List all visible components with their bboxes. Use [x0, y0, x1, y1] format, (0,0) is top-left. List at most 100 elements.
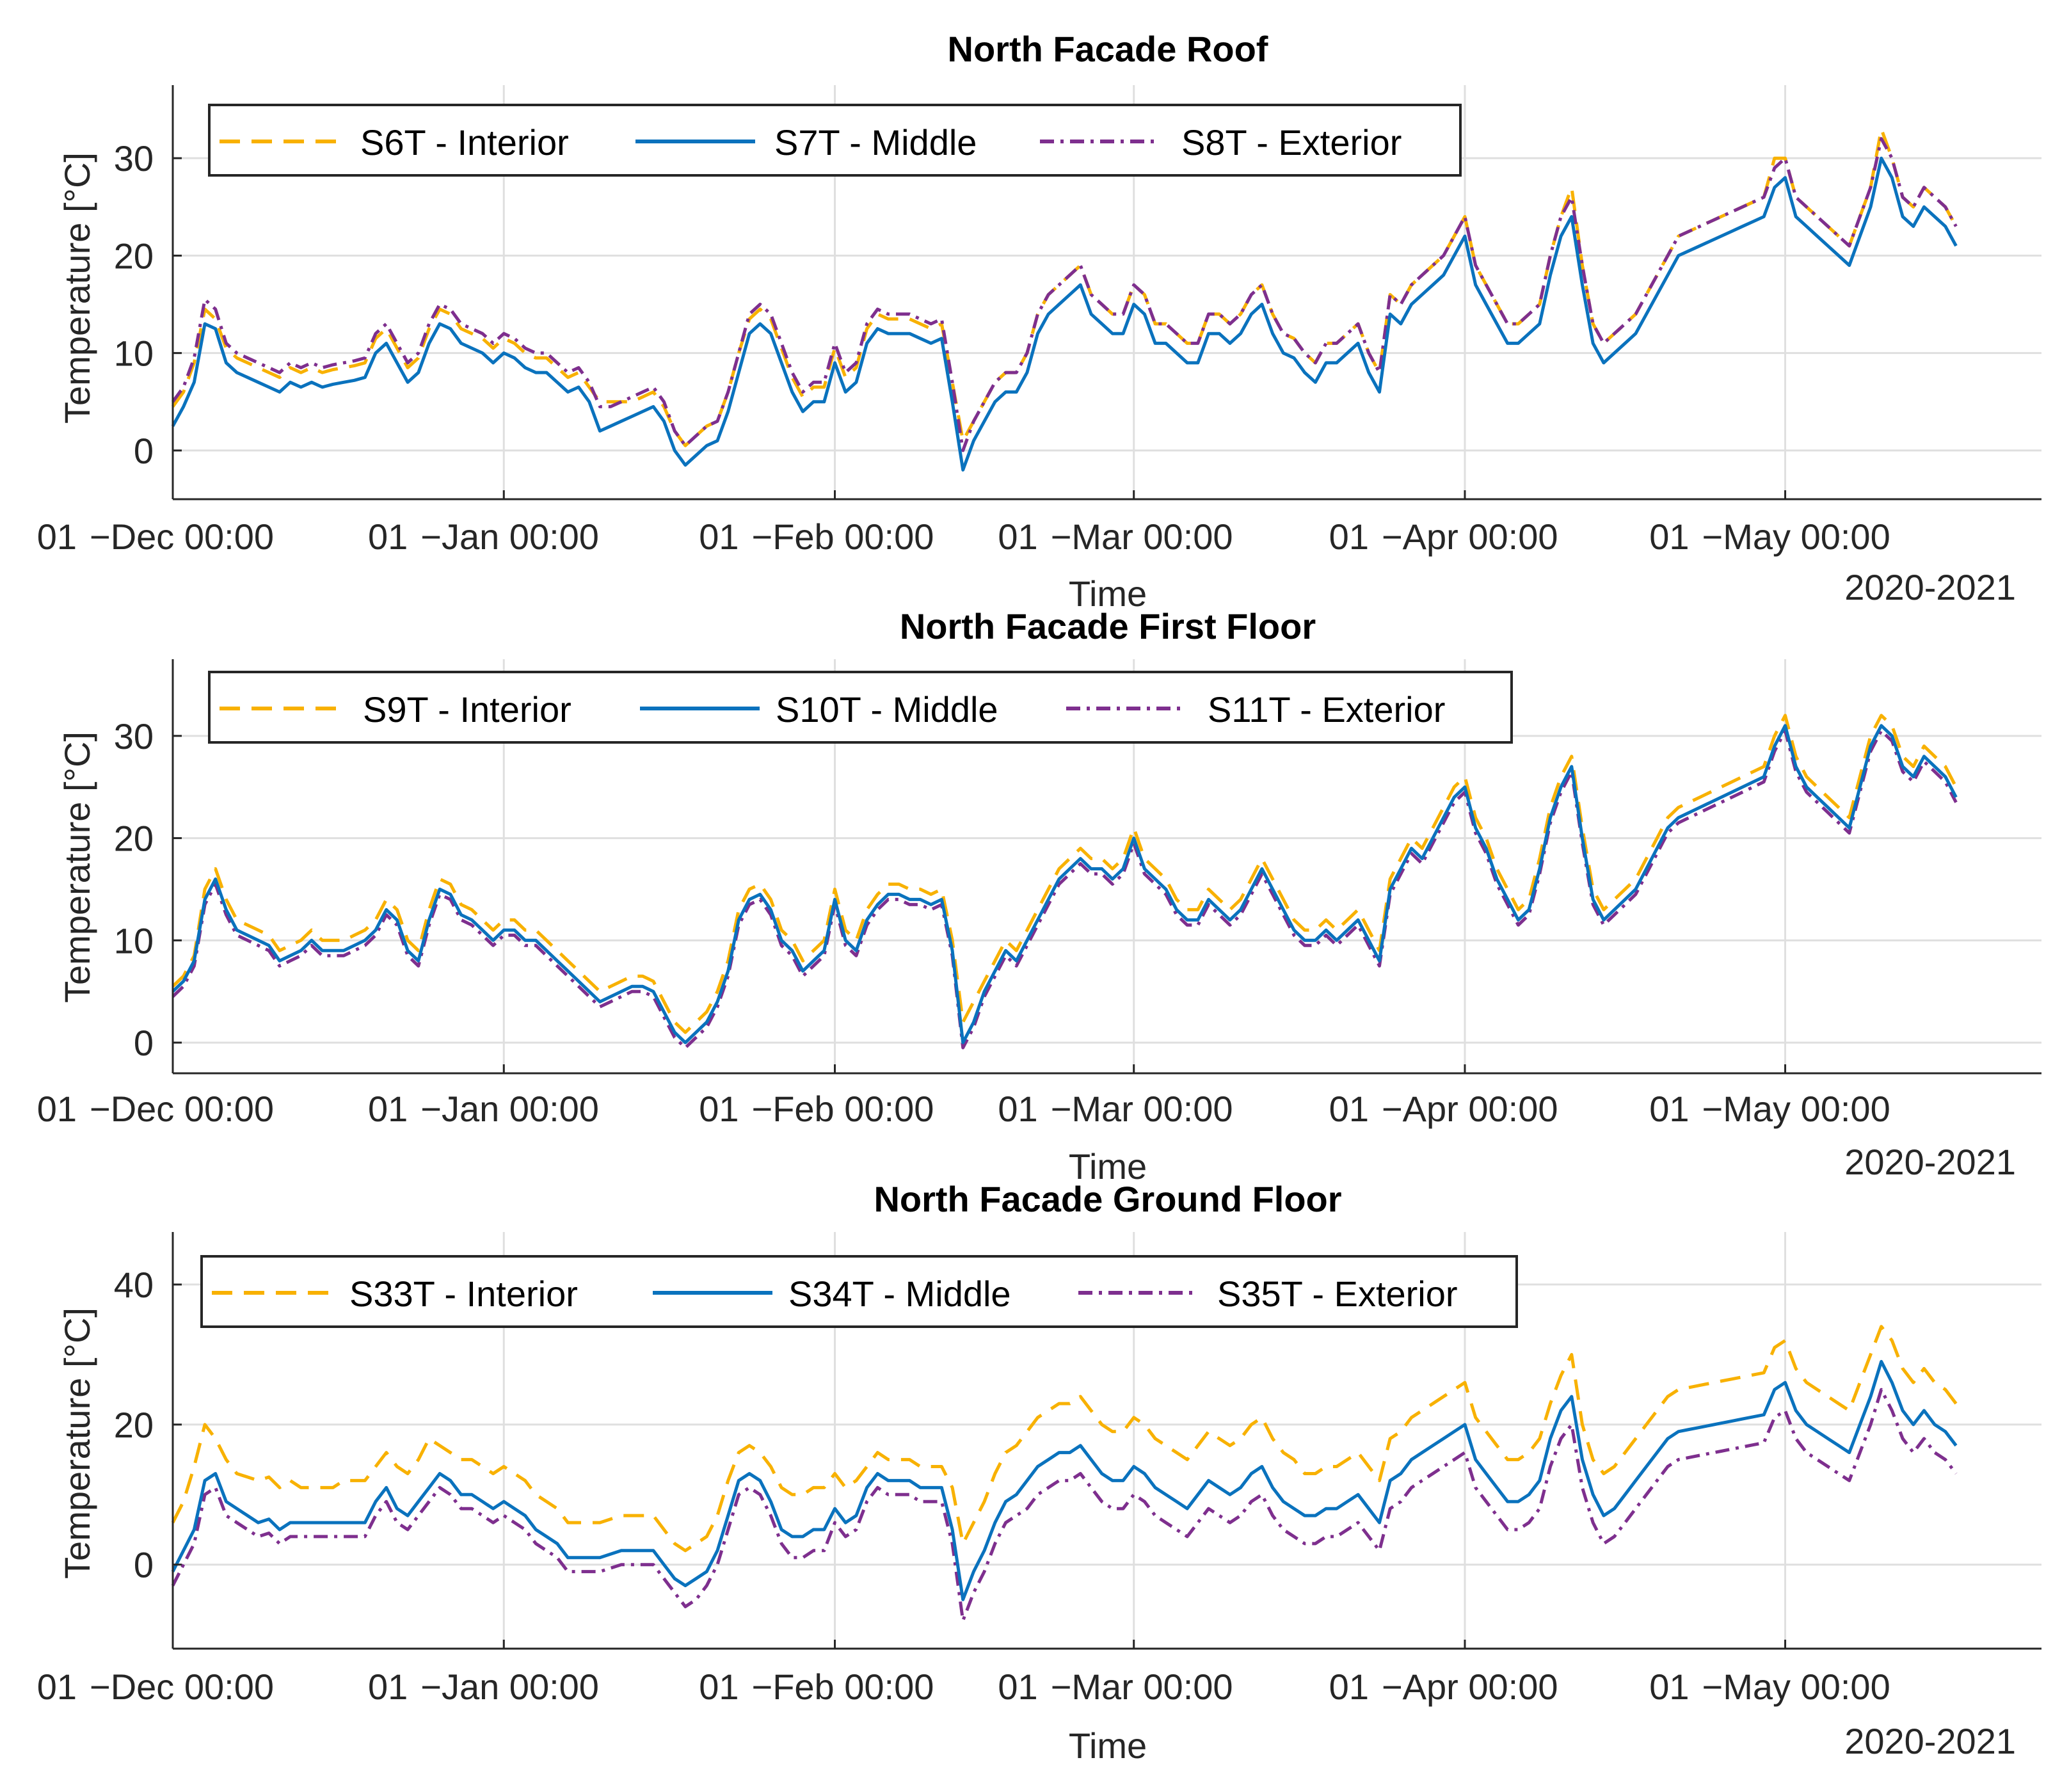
series-line-exterior: [171, 137, 1958, 452]
x-tick-label-lead: 01: [1329, 1667, 1369, 1707]
x-tick-label-lead: 01: [998, 516, 1037, 557]
y-tick-label: 0: [134, 431, 154, 471]
y-tick-label: 20: [114, 236, 154, 276]
x-tick-label-lead: 01: [37, 1667, 77, 1707]
x-tick-label: −Dec 00:00: [90, 1089, 274, 1129]
series-layer: [171, 1325, 1958, 1622]
x-tick-label-lead: 01: [1329, 1089, 1369, 1129]
x-tick-label: −May 00:00: [1702, 516, 1890, 557]
x-tick-label: −Feb 00:00: [752, 1667, 934, 1707]
series-line-interior: [172, 714, 1958, 1034]
x-tick-label-lead: 01: [1329, 516, 1369, 557]
series-line-interior: [171, 127, 1958, 447]
legend: S9T - Interior S10T - Middle S11T - Exte…: [208, 671, 1513, 744]
y-tick-label: 20: [114, 1405, 154, 1445]
x-tick-label: −Jan 00:00: [420, 1667, 599, 1707]
y-tick-label: 0: [134, 1023, 154, 1063]
chart-ground-floor: North Facade Ground Floor 0 20 40 01 −Dec 0…: [37, 1179, 2041, 1766]
y-tick-label: 20: [114, 819, 154, 859]
legend-label-exterior: S35T - Exterior: [1217, 1274, 1458, 1314]
x-tick-label: −Feb 00:00: [752, 516, 934, 557]
x-tick-label-lead: 01: [368, 1089, 408, 1129]
y-axis-label: Temperature [°C]: [57, 1308, 97, 1579]
x-tick-label-lead: 01: [998, 1089, 1037, 1129]
y-axis-label: Temperature [°C]: [57, 152, 97, 424]
legend-label-middle: S7T - Middle: [774, 122, 977, 163]
x-tick-label-lead: 01: [699, 1667, 739, 1707]
x-tick-label: −Jan 00:00: [420, 516, 599, 557]
x-tick-label-lead: 01: [37, 516, 77, 557]
x-tick-labels: 01 −Dec 00:00 01 −Jan 00:00 01 −Feb 00:00 01 −M…: [37, 1089, 1890, 1129]
legend-label-middle: S10T - Middle: [776, 689, 998, 730]
x-tick-label: −Dec 00:00: [90, 1667, 274, 1707]
x-tick-label: −Mar 00:00: [1051, 516, 1233, 557]
legend-label-interior: S9T - Interior: [363, 689, 571, 730]
legend-label-middle: S34T - Middle: [788, 1274, 1011, 1314]
x-tick-labels: 01 −Dec 00:00 01 −Jan 00:00 01 −Feb 00:00 01 −M…: [37, 516, 1890, 557]
x-tick-label: −May 00:00: [1702, 1089, 1890, 1129]
series-line-exterior: [172, 729, 1958, 1050]
x-axis-label: Time: [1069, 1146, 1147, 1187]
y-tick-label: 0: [134, 1545, 154, 1585]
legend-box: [208, 104, 1462, 177]
y-tick-labels: 0 10 20 30: [114, 716, 154, 1063]
y-tick-label: 10: [114, 333, 154, 374]
x-tick-label: −Apr 00:00: [1382, 1089, 1558, 1129]
x-tick-label: −Mar 00:00: [1051, 1667, 1233, 1707]
year-label: 2020-2021: [1844, 567, 2016, 607]
legend: S6T - Interior S7T - Middle S8T - Exteri…: [208, 104, 1462, 177]
chart-title: North Facade First Floor: [900, 606, 1316, 646]
y-tick-label: 40: [114, 1265, 154, 1305]
series-line-middle: [171, 1359, 1958, 1601]
x-tick-label-lead: 01: [998, 1667, 1037, 1707]
y-tick-labels: 0 20 40: [114, 1265, 154, 1585]
chart-title: North Facade Ground Floor: [874, 1179, 1341, 1219]
year-label: 2020-2021: [1844, 1721, 2016, 1761]
year-label: 2020-2021: [1844, 1142, 2016, 1182]
x-tick-label: −Mar 00:00: [1051, 1089, 1233, 1129]
y-axis-label: Temperature [°C]: [57, 732, 97, 1003]
series-line-middle: [172, 724, 1958, 1044]
x-tick-label-lead: 01: [1649, 1667, 1689, 1707]
x-axis-label: Time: [1069, 573, 1147, 614]
y-tick-label: 10: [114, 920, 154, 961]
series-line-exterior: [171, 1388, 1958, 1622]
legend-box: [200, 1255, 1518, 1328]
x-tick-label: −Feb 00:00: [752, 1089, 934, 1129]
x-tick-label: −Dec 00:00: [90, 516, 274, 557]
legend-label-interior: S6T - Interior: [360, 122, 569, 163]
x-tick-label: −Apr 00:00: [1382, 1667, 1558, 1707]
legend-label-exterior: S8T - Exterior: [1181, 122, 1402, 163]
legend-label-exterior: S11T - Exterior: [1208, 689, 1445, 730]
x-tick-label-lead: 01: [699, 516, 739, 557]
y-tick-labels: 0 10 20 30: [114, 138, 154, 471]
series-line-middle: [171, 156, 1958, 472]
x-tick-label-lead: 01: [1649, 1089, 1689, 1129]
series-layer: [171, 127, 1958, 472]
x-tick-label-lead: 01: [699, 1089, 739, 1129]
grid: [172, 659, 2041, 1073]
series-layer: [172, 714, 1958, 1050]
x-tick-label: −May 00:00: [1702, 1667, 1890, 1707]
chart-title: North Facade Roof: [948, 29, 1268, 69]
x-tick-labels: 01 −Dec 00:00 01 −Jan 00:00 01 −Feb 00:00 01 −M…: [37, 1667, 1890, 1707]
x-tick-label: −Jan 00:00: [420, 1089, 599, 1129]
axes: [172, 85, 2041, 500]
x-tick-label-lead: 01: [368, 1667, 408, 1707]
x-tick-label-lead: 01: [368, 516, 408, 557]
y-tick-label: 30: [114, 716, 154, 756]
y-tick-label: 30: [114, 138, 154, 179]
axes: [172, 1232, 2041, 1650]
legend-label-interior: S33T - Interior: [349, 1274, 578, 1314]
x-tick-label-lead: 01: [37, 1089, 77, 1129]
legend-box: [208, 671, 1513, 744]
x-axis-label: Time: [1069, 1725, 1147, 1766]
series-line-interior: [171, 1325, 1958, 1553]
x-tick-label-lead: 01: [1649, 516, 1689, 557]
axes: [172, 659, 2041, 1075]
x-tick-label: −Apr 00:00: [1382, 516, 1558, 557]
legend: S33T - Interior S34T - Middle S35T - Ext…: [200, 1255, 1518, 1328]
